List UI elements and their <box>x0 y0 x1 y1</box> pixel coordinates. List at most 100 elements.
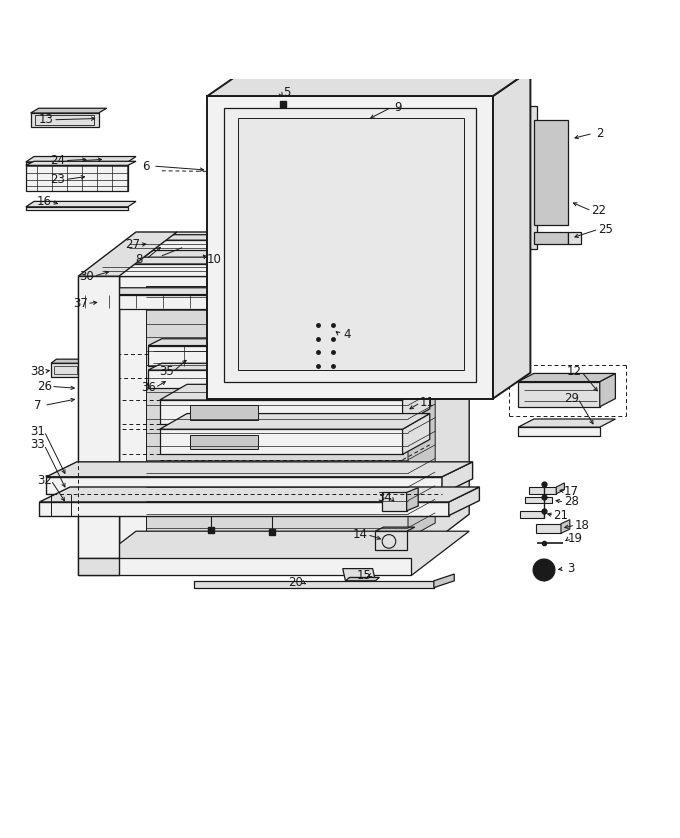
Text: 22: 22 <box>591 204 606 217</box>
Polygon shape <box>99 264 216 277</box>
Text: 28: 28 <box>564 495 579 509</box>
Polygon shape <box>26 201 136 207</box>
Polygon shape <box>78 558 411 576</box>
Text: 14: 14 <box>353 528 368 541</box>
Polygon shape <box>78 531 469 576</box>
Polygon shape <box>46 477 442 494</box>
Text: 11: 11 <box>420 396 435 409</box>
Polygon shape <box>382 493 407 511</box>
Text: 34: 34 <box>377 491 392 504</box>
Polygon shape <box>534 232 568 244</box>
Text: 27: 27 <box>125 239 140 251</box>
Polygon shape <box>78 277 119 558</box>
Text: 15: 15 <box>356 569 371 582</box>
Polygon shape <box>126 235 228 241</box>
Polygon shape <box>411 232 469 558</box>
Text: 24: 24 <box>50 154 65 167</box>
Text: 10: 10 <box>207 253 222 266</box>
Polygon shape <box>80 295 219 309</box>
Text: 12: 12 <box>567 365 582 378</box>
Text: 19: 19 <box>568 532 583 546</box>
Polygon shape <box>449 487 479 515</box>
Text: 5: 5 <box>284 86 290 99</box>
Polygon shape <box>31 108 107 113</box>
Text: 17: 17 <box>564 484 579 498</box>
Polygon shape <box>160 414 430 429</box>
Polygon shape <box>160 385 430 400</box>
Polygon shape <box>207 96 493 399</box>
Polygon shape <box>518 427 600 436</box>
Polygon shape <box>80 287 233 295</box>
Polygon shape <box>408 272 435 538</box>
Polygon shape <box>561 520 570 533</box>
Polygon shape <box>26 162 128 165</box>
Polygon shape <box>216 257 230 277</box>
Polygon shape <box>250 363 264 388</box>
Polygon shape <box>148 363 264 370</box>
Polygon shape <box>160 400 403 424</box>
Polygon shape <box>529 487 556 494</box>
Polygon shape <box>518 419 615 427</box>
Polygon shape <box>26 207 128 210</box>
Polygon shape <box>78 232 177 277</box>
Text: 23: 23 <box>50 173 65 186</box>
Text: 31: 31 <box>30 425 45 437</box>
Text: 38: 38 <box>30 365 45 378</box>
Polygon shape <box>403 414 430 454</box>
Polygon shape <box>375 527 415 531</box>
Polygon shape <box>39 487 479 502</box>
Text: 20: 20 <box>288 576 303 589</box>
Polygon shape <box>517 106 537 249</box>
Polygon shape <box>148 370 250 388</box>
Circle shape <box>533 559 555 581</box>
Polygon shape <box>46 462 473 477</box>
Text: 2: 2 <box>596 127 604 140</box>
Text: 21: 21 <box>554 509 568 522</box>
Polygon shape <box>51 363 80 377</box>
Text: 7: 7 <box>33 399 41 412</box>
Text: 9: 9 <box>394 101 402 114</box>
Polygon shape <box>345 577 379 581</box>
Polygon shape <box>148 339 264 345</box>
Polygon shape <box>26 157 136 162</box>
Polygon shape <box>434 574 454 587</box>
Polygon shape <box>78 277 119 558</box>
Polygon shape <box>78 558 119 576</box>
Text: 13: 13 <box>39 113 54 127</box>
Text: 4: 4 <box>343 328 351 341</box>
Polygon shape <box>39 502 449 515</box>
Text: 6: 6 <box>142 159 150 173</box>
Polygon shape <box>190 406 258 421</box>
Polygon shape <box>442 462 473 494</box>
Polygon shape <box>219 287 233 309</box>
Polygon shape <box>26 161 136 165</box>
Polygon shape <box>119 232 469 277</box>
Polygon shape <box>216 235 228 251</box>
Text: 33: 33 <box>30 438 45 452</box>
Text: 36: 36 <box>141 381 156 394</box>
Polygon shape <box>250 339 264 366</box>
Polygon shape <box>518 374 615 381</box>
Polygon shape <box>343 569 375 581</box>
Polygon shape <box>31 113 99 127</box>
Text: 25: 25 <box>598 223 613 235</box>
Polygon shape <box>194 581 434 587</box>
Polygon shape <box>407 488 418 511</box>
Polygon shape <box>26 165 128 191</box>
Polygon shape <box>556 483 564 494</box>
Polygon shape <box>403 385 430 424</box>
Text: 35: 35 <box>159 365 174 378</box>
Polygon shape <box>51 360 86 363</box>
Polygon shape <box>160 429 403 454</box>
Polygon shape <box>190 435 258 449</box>
Text: 29: 29 <box>564 392 579 405</box>
Polygon shape <box>238 118 464 370</box>
Polygon shape <box>518 381 600 406</box>
Polygon shape <box>148 345 250 366</box>
Text: 16: 16 <box>37 195 52 208</box>
Polygon shape <box>600 374 615 406</box>
Polygon shape <box>568 232 581 244</box>
Polygon shape <box>520 511 544 518</box>
Polygon shape <box>525 497 552 504</box>
Polygon shape <box>536 524 561 533</box>
